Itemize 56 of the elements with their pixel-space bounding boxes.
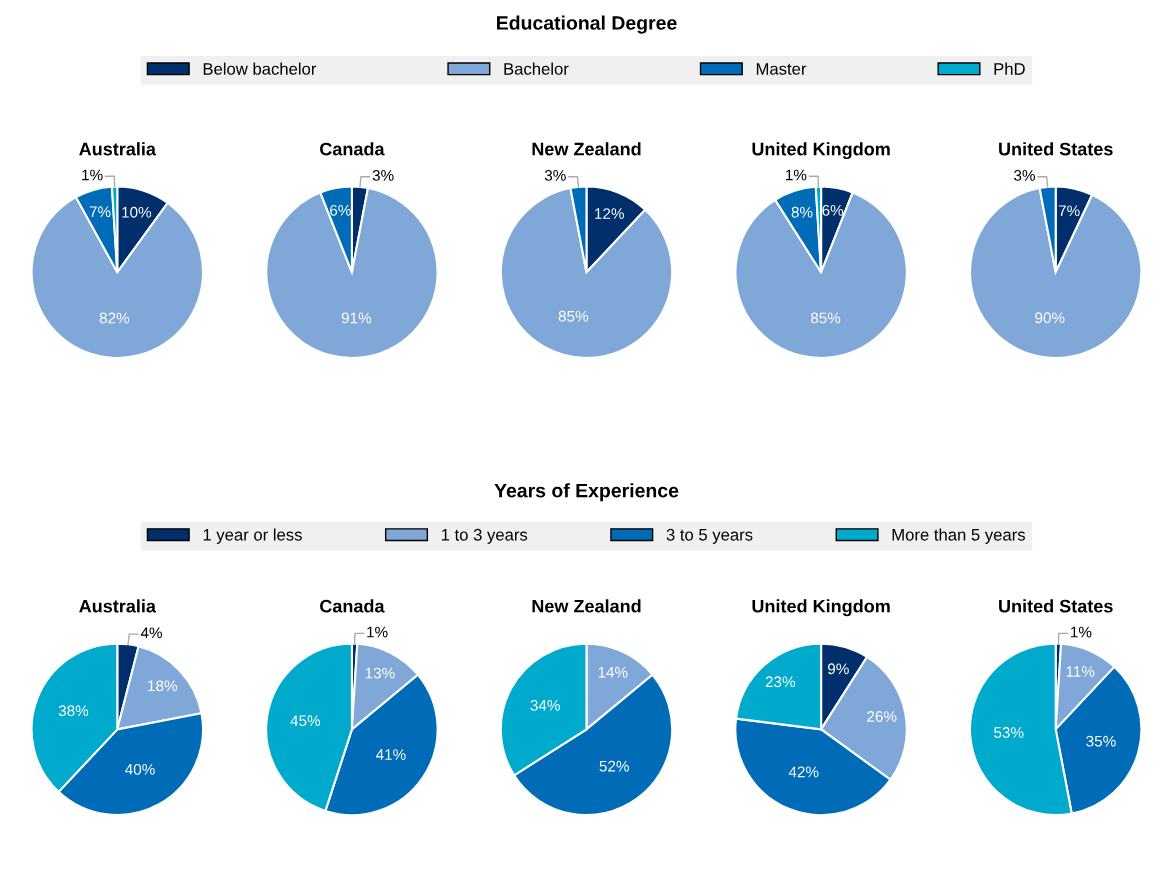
data-label: 52% — [599, 760, 629, 772]
legend-title: Educational Degree — [497, 15, 677, 34]
data-label: 7% — [89, 206, 111, 218]
data-label: 8% — [791, 206, 813, 218]
chart-title: United Kingdom — [752, 599, 890, 617]
data-label: 3% — [544, 169, 566, 181]
data-label: 6% — [822, 204, 844, 216]
data-label: 13% — [365, 667, 395, 679]
data-label: 34% — [530, 699, 560, 711]
data-label: 53% — [994, 727, 1024, 738]
data-label: 90% — [1035, 312, 1065, 324]
data-label: 1% — [786, 169, 807, 181]
data-label: 41% — [375, 749, 406, 760]
legend-label: More than 5 years — [892, 528, 1025, 544]
data-label: 7% — [1058, 205, 1080, 217]
data-label: 6% — [330, 204, 351, 216]
data-label: 38% — [58, 705, 89, 717]
text: Australia — [79, 142, 157, 156]
data-label: 14% — [598, 666, 628, 678]
legend-label: Below bachelor — [203, 62, 317, 75]
legend-title: Years of Experience — [494, 483, 679, 502]
chart-title: United States — [999, 599, 1113, 613]
data-label: 40% — [125, 763, 155, 775]
data-label: 26% — [867, 711, 897, 722]
chart-title: New Zealand — [532, 142, 641, 156]
legend-label: Bachelor — [504, 62, 569, 75]
data-label: 85% — [558, 310, 589, 322]
legend-label: 3 to 5 years — [666, 528, 753, 544]
data-label: 3% — [372, 169, 394, 181]
data-label: 82% — [99, 312, 130, 324]
data-label: 42% — [788, 766, 819, 778]
data-label: 23% — [765, 676, 796, 688]
data-label: 45% — [290, 715, 321, 727]
data-label: 1% — [1071, 626, 1092, 638]
data-label: 4% — [140, 627, 163, 639]
data-label: 91% — [341, 312, 372, 324]
chart-title: Canada — [320, 599, 385, 613]
data-label: 3% — [1014, 169, 1035, 181]
data-label: 85% — [810, 312, 841, 324]
text: Australia — [79, 599, 157, 613]
data-label: 11% — [1066, 666, 1095, 677]
legend-label: Master — [756, 63, 807, 75]
chart-title: United Kingdom — [752, 142, 890, 160]
legend-label: 1 year or less — [203, 528, 302, 544]
data-label: 10% — [122, 206, 152, 218]
data-label: 9% — [827, 663, 849, 675]
data-label: 18% — [148, 680, 178, 692]
chart-title: United States — [999, 142, 1113, 156]
data-label: 1% — [367, 626, 388, 638]
legend-label: PhD — [994, 62, 1025, 75]
chart-title: New Zealand — [532, 599, 641, 613]
data-label: 12% — [595, 208, 624, 219]
chart-title: Canada — [320, 142, 385, 156]
legend-label: 1 to 3 years — [441, 528, 528, 544]
data-label: 1% — [82, 169, 103, 181]
data-label: 35% — [1086, 735, 1116, 747]
